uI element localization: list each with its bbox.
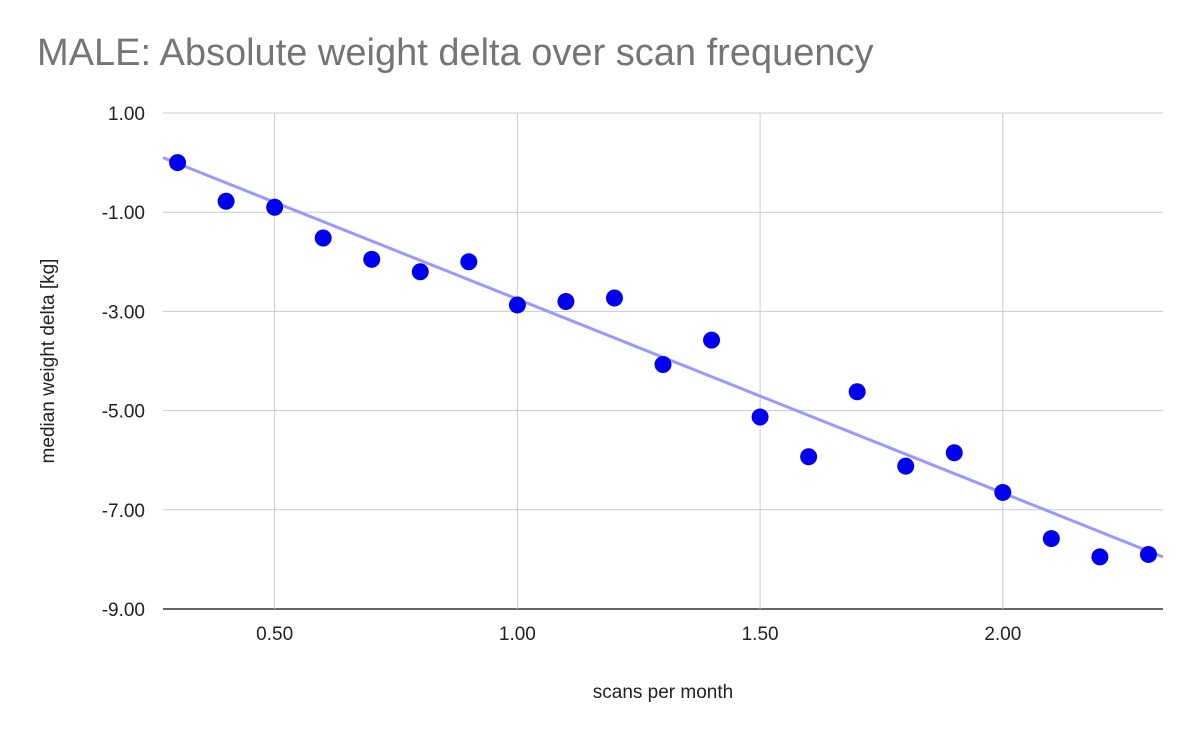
data-point	[460, 253, 478, 271]
y-tick-label: -3.00	[102, 302, 145, 323]
data-point	[654, 355, 672, 373]
data-point	[897, 457, 915, 475]
y-axis-label: median weight delta [kg]	[38, 259, 59, 464]
x-axis-ticks: 0.50 1.00 1.50 2.00	[256, 624, 1021, 645]
y-tick-label: -1.00	[102, 203, 145, 224]
x-tick-label: 0.50	[256, 624, 293, 645]
data-point	[1042, 530, 1060, 548]
data-point	[217, 192, 235, 210]
data-points	[169, 154, 1157, 566]
data-point	[994, 483, 1012, 501]
data-point	[800, 448, 818, 466]
data-point	[1139, 545, 1157, 563]
data-point	[703, 331, 721, 349]
data-point	[848, 383, 866, 401]
chart-title: MALE: Absolute weight delta over scan fr…	[37, 32, 874, 74]
x-tick-label: 1.50	[742, 624, 779, 645]
data-point	[605, 289, 623, 307]
grid	[163, 112, 1163, 610]
data-point	[363, 250, 381, 268]
data-point	[411, 263, 429, 281]
y-tick-label: -5.00	[102, 402, 145, 423]
y-axis-ticks: 1.00 -1.00 -3.00 -5.00 -7.00 -9.00	[102, 104, 145, 621]
data-point	[557, 292, 575, 310]
data-point	[751, 408, 769, 426]
x-tick-label: 1.00	[499, 624, 536, 645]
data-point	[508, 296, 526, 314]
x-tick-label: 2.00	[984, 624, 1021, 645]
y-tick-label: 1.00	[108, 104, 145, 125]
data-point	[945, 444, 963, 462]
y-tick-label: -9.00	[102, 600, 145, 621]
x-axis-label: scans per month	[593, 682, 733, 703]
data-point	[266, 198, 284, 216]
data-point	[314, 229, 332, 247]
y-tick-label: -7.00	[102, 501, 145, 522]
data-point	[1091, 548, 1109, 566]
data-point	[169, 154, 187, 172]
